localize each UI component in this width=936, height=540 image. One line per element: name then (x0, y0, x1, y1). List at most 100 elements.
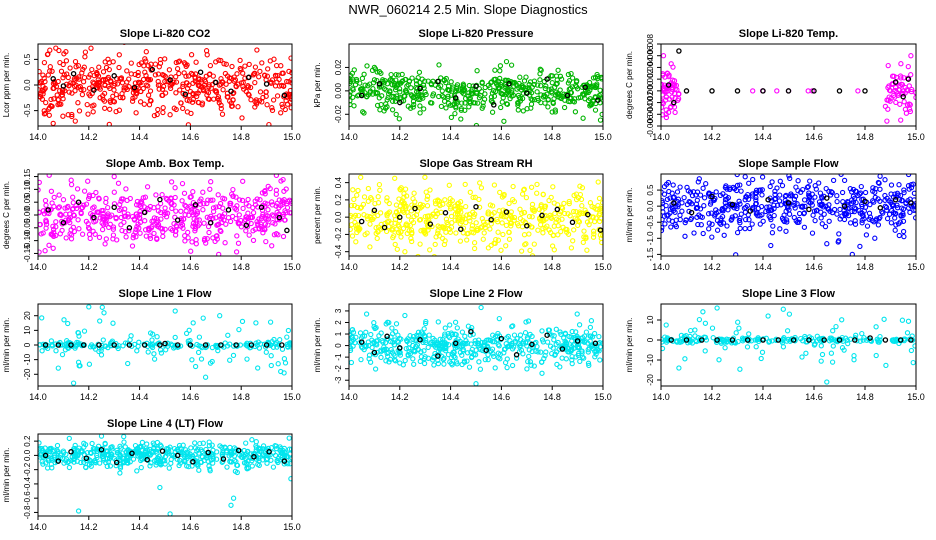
data-point (581, 234, 587, 240)
data-point (105, 204, 111, 211)
data-point (551, 200, 557, 206)
flagged-point (488, 216, 494, 223)
data-point (515, 107, 521, 113)
x-tick-label: 14.4 (442, 132, 460, 142)
data-point (272, 443, 278, 449)
y-tick-label: -0.002 (646, 91, 655, 114)
data-point (769, 230, 776, 236)
data-point (130, 90, 137, 96)
data-point (598, 235, 603, 242)
data-point (350, 87, 356, 93)
data-point (587, 324, 594, 331)
data-point (803, 350, 809, 356)
data-point (384, 198, 390, 204)
data-point (72, 58, 79, 65)
data-point (85, 111, 91, 117)
data-point (590, 214, 596, 220)
flagged-point (70, 70, 77, 77)
data-point (910, 359, 916, 366)
flagged-point (157, 342, 163, 348)
data-point (229, 63, 235, 70)
data-point (176, 442, 183, 449)
data-point (283, 98, 289, 104)
y-tick-label: 0.2 (334, 194, 343, 206)
data-point (531, 97, 538, 103)
chart-panel-3: Slope Li-820 Temp.degrees C per min.14.0… (625, 28, 925, 142)
data-point (583, 234, 589, 240)
data-point (780, 306, 786, 312)
data-point (452, 354, 458, 361)
data-point (575, 352, 581, 359)
data-point (252, 79, 258, 86)
data-point (464, 358, 470, 364)
data-point (41, 59, 48, 66)
flagged-point (207, 219, 214, 226)
data-point (376, 95, 382, 101)
data-point (786, 211, 793, 217)
data-point (229, 103, 235, 109)
data-point (168, 226, 174, 232)
data-point (288, 476, 292, 482)
data-point (417, 110, 423, 116)
data-point (392, 358, 399, 364)
data-point (200, 189, 206, 195)
data-point (435, 319, 441, 325)
data-point (464, 212, 470, 218)
outlier-point (86, 304, 92, 310)
data-point (722, 345, 728, 351)
x-tick-label: 15.0 (594, 132, 612, 142)
data-point (213, 204, 219, 210)
data-point (554, 80, 560, 87)
data-point (665, 88, 671, 94)
data-point (442, 197, 448, 203)
x-tick-label: 14.2 (703, 392, 721, 402)
data-point (432, 241, 438, 248)
data-point (275, 361, 281, 367)
data-point (503, 222, 510, 229)
data-point (569, 360, 575, 367)
y-axis-label: ml/min per min. (2, 318, 11, 373)
data-point (157, 347, 164, 353)
data-point (224, 94, 230, 100)
data-point (799, 354, 805, 360)
data-point (423, 219, 429, 225)
data-point (536, 216, 543, 222)
data-point (519, 191, 526, 197)
data-point (99, 226, 106, 233)
x-tick-label: 14.8 (232, 262, 250, 272)
data-point (355, 212, 362, 219)
data-point (364, 213, 370, 219)
data-point (125, 214, 131, 220)
data-point (154, 439, 161, 446)
y-tick-label: -10 (646, 354, 655, 366)
data-point (151, 112, 158, 119)
data-point (75, 359, 82, 365)
data-point (430, 91, 437, 97)
data-point (421, 106, 427, 112)
data-point (819, 221, 825, 227)
data-point (221, 196, 228, 202)
data-point (236, 197, 243, 203)
data-point (449, 220, 455, 226)
data-point (84, 101, 90, 108)
data-point (119, 80, 126, 86)
data-point (549, 243, 556, 249)
flagged-point (483, 347, 489, 353)
data-point (750, 176, 756, 183)
data-point (55, 78, 61, 85)
data-point (716, 357, 722, 363)
data-point (80, 79, 87, 85)
data-point (235, 240, 242, 246)
data-point (851, 353, 857, 359)
data-point (516, 349, 523, 355)
data-point (693, 338, 700, 345)
data-point (592, 354, 598, 360)
data-point (91, 448, 97, 454)
data-point (49, 68, 55, 74)
data-point (428, 341, 434, 347)
data-point (422, 213, 428, 220)
data-point (900, 218, 907, 224)
data-point (38, 93, 42, 100)
data-point (48, 96, 54, 103)
